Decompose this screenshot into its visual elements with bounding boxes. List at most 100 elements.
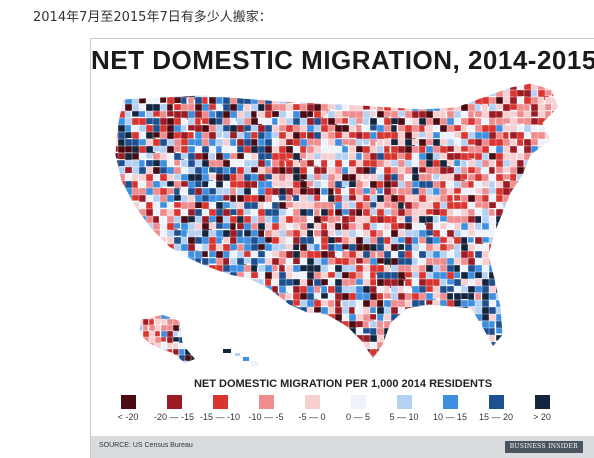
- legend-swatch: [304, 395, 320, 409]
- county-cell: [229, 208, 237, 216]
- county-cell: [404, 89, 417, 100]
- county-cell: [243, 250, 251, 258]
- county-cell: [544, 250, 553, 262]
- legend-swatch: [396, 395, 412, 409]
- county-cell: [530, 341, 542, 349]
- county-cell: [187, 320, 198, 328]
- county-cell: [327, 348, 338, 355]
- county-cell: [194, 201, 203, 209]
- county-cell: [187, 264, 200, 272]
- county-cell: [327, 327, 337, 336]
- county-cell: [201, 341, 214, 349]
- county-cell: [383, 89, 396, 96]
- county-cell: [178, 315, 188, 322]
- county-cell: [516, 348, 529, 356]
- county-cell: [383, 313, 392, 321]
- county-cell: [530, 173, 540, 182]
- county-cell: [530, 215, 538, 227]
- county-cell: [516, 229, 527, 237]
- county-cell: [250, 271, 260, 279]
- county-cell: [509, 250, 523, 258]
- county-cell: [439, 285, 448, 294]
- county-cell: [250, 173, 259, 182]
- county-cell: [411, 355, 423, 359]
- county-cell: [551, 257, 559, 266]
- county-cell: [552, 363, 561, 372]
- county-cell: [418, 131, 427, 138]
- county-cell: [222, 327, 234, 337]
- county-cell: [530, 250, 539, 262]
- county-cell: [502, 257, 512, 267]
- county-cell: [265, 363, 272, 373]
- county-cell: [460, 327, 472, 335]
- county-cell: [566, 195, 574, 201]
- county-cell: [495, 292, 506, 300]
- county-cell: [215, 348, 224, 359]
- county-cell: [229, 173, 237, 182]
- county-cell: [320, 187, 329, 196]
- county-cell: [257, 334, 265, 346]
- county-cell: [124, 264, 136, 272]
- county-cell: [142, 336, 149, 345]
- county-cell: [138, 306, 150, 315]
- county-cell: [453, 355, 464, 359]
- page-caption: 2014年7月至2015年7日有多少人搬家：: [33, 10, 272, 25]
- county-cell: [307, 363, 318, 370]
- county-cell: [502, 299, 513, 307]
- county-cell: [124, 236, 133, 247]
- county-cell: [173, 83, 184, 94]
- county-cell: [271, 194, 279, 202]
- county-cell: [502, 222, 513, 232]
- county-cell: [264, 355, 275, 359]
- county-cell: [271, 327, 283, 337]
- county-cell: [362, 138, 370, 145]
- county-cell: [425, 334, 435, 343]
- county-cell: [187, 306, 198, 313]
- county-cell: [208, 299, 218, 309]
- county-cell: [257, 341, 267, 353]
- county-cell: [124, 250, 135, 259]
- county-cell: [334, 83, 347, 94]
- county-cell: [178, 318, 188, 327]
- county-cell: [467, 348, 478, 358]
- county-cell: [467, 89, 478, 100]
- county-cell: [243, 103, 251, 112]
- county-cell: [117, 264, 125, 276]
- county-cell: [404, 355, 416, 359]
- county-cell: [530, 166, 538, 175]
- county-cell: [300, 363, 311, 371]
- county-cell: [180, 285, 189, 293]
- county-cell: [516, 208, 527, 218]
- county-cell: [115, 96, 120, 107]
- county-cell: [313, 320, 321, 328]
- county-cell: [363, 363, 370, 369]
- county-cell: [376, 187, 384, 195]
- county-cell: [446, 313, 459, 321]
- county-cell: [544, 334, 557, 342]
- county-cell: [558, 341, 559, 350]
- legend-title: NET DOMESTIC MIGRATION PER 1,000 2014 RE…: [193, 378, 493, 390]
- county-cell: [523, 180, 531, 189]
- county-cell: [334, 215, 341, 222]
- county-cell: [566, 139, 574, 149]
- county-cell: [566, 244, 572, 252]
- county-cell: [566, 132, 575, 141]
- county-cell: [418, 285, 427, 293]
- county-cell: [229, 320, 242, 328]
- county-cell: [250, 327, 260, 336]
- county-cell: [194, 341, 204, 352]
- county-cell: [159, 264, 172, 274]
- county-cell: [544, 229, 555, 239]
- county-cell: [299, 89, 312, 98]
- county-cell: [509, 257, 521, 267]
- county-cell: [530, 306, 541, 315]
- county-cell: [180, 180, 190, 188]
- county-cell: [243, 357, 249, 361]
- county-cell: [250, 89, 260, 100]
- county-cell: [313, 187, 321, 197]
- county-cell: [145, 229, 154, 241]
- county-cell: [278, 355, 288, 359]
- county-cell: [390, 83, 401, 94]
- county-cell: [257, 355, 267, 359]
- county-cell: [566, 125, 572, 135]
